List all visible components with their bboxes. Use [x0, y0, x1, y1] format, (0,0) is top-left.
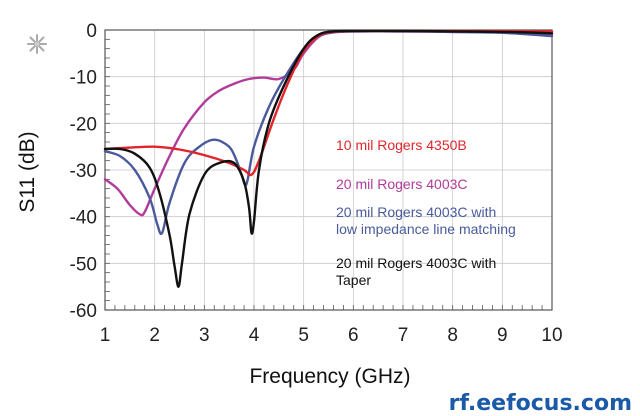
x-tick-label: 4 — [249, 325, 260, 346]
y-tick-label: -30 — [70, 161, 97, 182]
x-tick-label: 9 — [497, 325, 508, 346]
legend-entry-3: 20 mil Rogers 4003C with — [336, 204, 496, 220]
y-tick-label: -60 — [70, 301, 97, 322]
y-tick-label: 0 — [86, 21, 97, 42]
x-tick-label: 1 — [100, 325, 111, 346]
x-tick-labels: 1 2 3 4 5 6 7 8 9 10 — [100, 325, 563, 346]
x-tick-label: 6 — [348, 325, 359, 346]
x-tick-label: 5 — [298, 325, 309, 346]
snowflake-logo-icon — [27, 34, 47, 54]
legend-entry-3: low impedance line matching — [336, 221, 516, 237]
minor-ticks — [104, 29, 553, 311]
plot-frame — [104, 29, 553, 311]
x-tick-label: 8 — [447, 325, 458, 346]
legend-entry-4: Taper — [336, 272, 371, 288]
x-tick-label: 10 — [541, 325, 562, 346]
legend-entry-4: 20 mil Rogers 4003C with — [336, 255, 496, 271]
y-tick-label: -40 — [70, 208, 97, 229]
series-line-4 — [103, 29, 554, 288]
legend-entry-2: 20 mil Rogers 4003C — [336, 176, 468, 192]
y-tick-label: -10 — [70, 68, 97, 89]
y-axis-label: S11 (dB) — [16, 131, 39, 212]
x-tick-label: 2 — [149, 325, 160, 346]
y-tick-label: -20 — [70, 114, 97, 135]
x-tick-label: 7 — [398, 325, 409, 346]
legend: 10 mil Rogers 4350B 20 mil Rogers 4003C 20… — [336, 137, 516, 288]
legend-entry-1: 10 mil Rogers 4350B — [336, 137, 467, 153]
y-tick-labels: 0 -10 -20 -30 -40 -50 -60 — [70, 21, 97, 322]
x-axis-label: Frequency (GHz) — [249, 365, 410, 388]
series-layer — [103, 29, 554, 288]
watermark: rf.eefocus.com — [449, 391, 632, 416]
y-tick-label: -50 — [70, 254, 97, 275]
x-tick-label: 3 — [199, 325, 210, 346]
